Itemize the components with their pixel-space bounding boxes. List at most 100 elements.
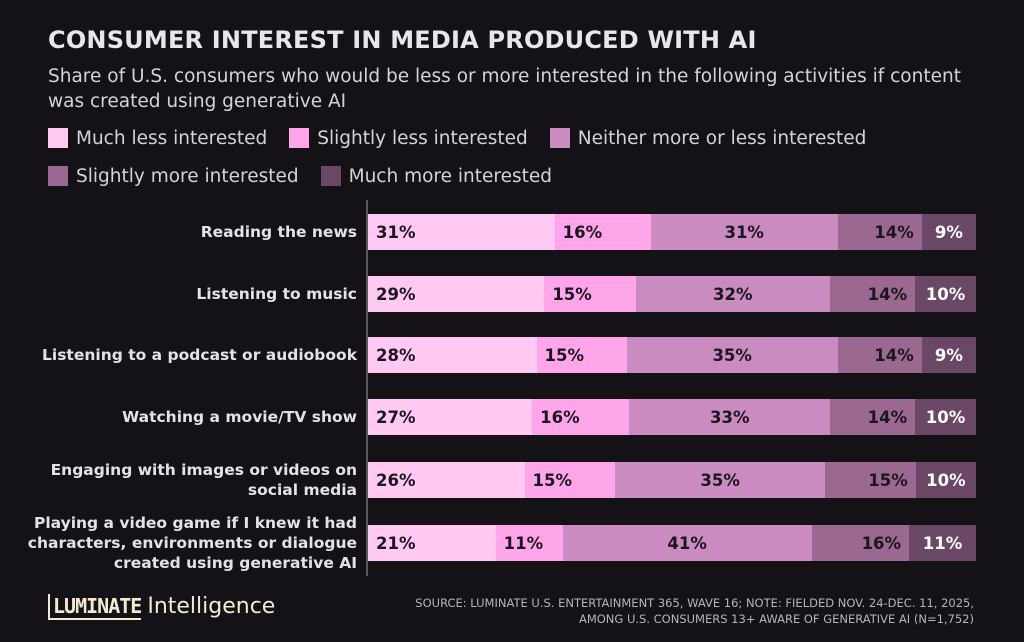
bar-segment: 14% (837, 337, 922, 373)
data-label: 31% (376, 222, 416, 242)
data-label: 33% (709, 407, 750, 427)
bar-row: Reading the news 31% 16% 31% 14% 9% (0, 214, 1024, 250)
data-label: 11% (503, 533, 544, 553)
category-label: Watching a movie/TV show (122, 408, 357, 426)
bar-segment: 31% (650, 214, 838, 250)
legend-label: Slightly more interested (76, 165, 299, 187)
data-label: 10% (926, 470, 966, 490)
data-label: 14% (867, 284, 908, 304)
bar-row: Engaging with images or videos on social… (0, 461, 1024, 499)
category-axis-line (366, 200, 368, 576)
category-label: Reading the news (200, 223, 357, 241)
bar-segment: 15% (524, 462, 615, 498)
bar-segment: 10% (915, 276, 976, 312)
legend-label: Much less interested (76, 127, 268, 149)
bar-segment: 10% (915, 399, 976, 435)
legend-item: Much less interested (48, 127, 267, 149)
data-label: 11% (922, 533, 963, 553)
data-label: 32% (713, 284, 753, 304)
legend-item: Much more interested (320, 165, 552, 187)
bar-segment: 27% (368, 399, 533, 435)
legend-swatch (48, 128, 68, 148)
luminate-logo: LUMINATE Intelligence (48, 594, 275, 620)
data-label: 35% (712, 345, 752, 365)
bar-segment: 32% (635, 276, 831, 312)
data-label: 15% (552, 284, 592, 304)
bar-segment: 28% (368, 337, 537, 373)
chart-title: CONSUMER INTEREST IN MEDIA PRODUCED WITH… (48, 26, 757, 54)
legend-swatch (320, 166, 341, 186)
bar-segment: 11% (909, 525, 976, 561)
bar-segment: 26% (368, 462, 525, 498)
data-label: 31% (724, 222, 764, 242)
data-label: 26% (376, 470, 416, 490)
stacked-bar: 21% 11% 41% 16% 11% (368, 525, 976, 561)
category-label: Engaging with images or videos on social… (50, 461, 357, 499)
source-line-2: AMONG U.S. CONSUMERS 13+ AWARE OF GENERA… (578, 612, 974, 626)
data-label: 9% (934, 345, 963, 365)
bar-segment: 16% (811, 525, 910, 561)
bar-segment: 31% (368, 214, 555, 250)
logo-light: Intelligence (147, 594, 276, 619)
stacked-bar: 29% 15% 32% 14% 10% (368, 276, 976, 312)
legend-label: Neither more or less interested (577, 127, 867, 149)
bar-segment: 15% (825, 462, 916, 498)
bar-row: Watching a movie/TV show 27% 16% 33% 14% 10% (0, 399, 1024, 435)
stacked-bar: 26% 15% 35% 15% 10% (368, 462, 976, 498)
legend-item: Slightly less interested (289, 127, 528, 149)
category-label: Playing a video game if I knew it had ch… (27, 514, 357, 572)
bar-segment: 10% (915, 462, 976, 498)
bar-segment: 14% (830, 276, 916, 312)
legend-item: Slightly more interested (48, 165, 299, 187)
data-label: 10% (925, 407, 966, 427)
bar-segment: 11% (495, 525, 563, 561)
bar-row: Listening to music 29% 15% 32% 14% 10% (0, 276, 1024, 312)
source-note: SOURCE: LUMINATE U.S. ENTERTAINMENT 365,… (415, 595, 974, 627)
bar-segment: 9% (921, 337, 976, 373)
logo-bold: LUMINATE (48, 594, 142, 620)
bar-row: Playing a video game if I knew it had ch… (0, 514, 1024, 572)
data-label: 15% (544, 345, 585, 365)
stacked-bar: 27% 16% 33% 14% 10% (368, 399, 976, 435)
bar-segment: 29% (368, 276, 545, 312)
data-label: 27% (376, 407, 416, 427)
data-label: 9% (934, 222, 963, 242)
legend-label: Much more interested (348, 165, 552, 187)
data-label: 14% (874, 222, 914, 242)
category-label: Listening to music (196, 285, 357, 303)
data-label: 16% (562, 222, 603, 242)
source-line-1: SOURCE: LUMINATE U.S. ENTERTAINMENT 365,… (415, 596, 974, 610)
bar-segment: 14% (837, 214, 922, 250)
data-label: 14% (874, 345, 914, 365)
bar-segment: 16% (532, 399, 630, 435)
bar-segment: 9% (921, 214, 976, 250)
legend-item: Neither more or less interested (549, 127, 867, 149)
data-label: 29% (376, 284, 416, 304)
legend-swatch (549, 128, 570, 148)
data-label: 21% (376, 533, 416, 553)
data-label: 35% (700, 470, 740, 490)
bar-segment: 14% (830, 399, 916, 435)
data-label: 28% (376, 345, 416, 365)
bar-segment: 15% (536, 337, 627, 373)
data-label: 14% (867, 407, 908, 427)
bar-segment: 35% (626, 337, 838, 373)
bar-segment: 15% (544, 276, 636, 312)
chart-subtitle: Share of U.S. consumers who would be les… (48, 66, 961, 112)
legend: Much less interested Slightly less intere… (48, 127, 948, 187)
bar-segment: 16% (554, 214, 651, 250)
legend-label: Slightly less interested (317, 127, 528, 149)
data-label: 16% (861, 533, 902, 553)
legend-swatch (48, 166, 68, 186)
stacked-bar: 31% 16% 31% 14% 9% (368, 214, 976, 250)
data-label: 15% (868, 470, 908, 490)
bar-segment: 41% (562, 525, 812, 561)
stacked-bar: 28% 15% 35% 14% 9% (368, 337, 976, 373)
data-label: 10% (925, 284, 966, 304)
bar-segment: 35% (614, 462, 826, 498)
legend-swatch (289, 128, 310, 148)
bar-segment: 33% (629, 399, 831, 435)
data-label: 41% (667, 533, 707, 553)
data-label: 16% (540, 407, 580, 427)
category-label: Listening to a podcast or audiobook (42, 346, 357, 364)
